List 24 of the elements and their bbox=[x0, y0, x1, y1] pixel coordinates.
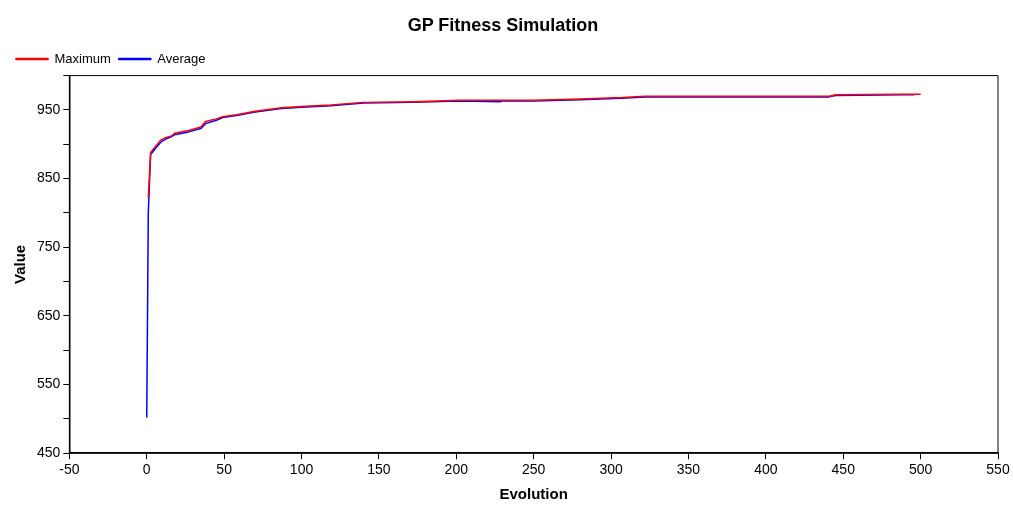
y-tick-label: 750 bbox=[37, 238, 61, 255]
y-tick-label: 450 bbox=[37, 444, 61, 461]
y-tick-label: 850 bbox=[37, 169, 61, 186]
x-axis-title: Evolution bbox=[499, 485, 568, 503]
y-tick-label: 650 bbox=[37, 306, 61, 323]
chart-title: GP Fitness Simulation bbox=[407, 14, 599, 35]
y-tick-label: 950 bbox=[37, 100, 61, 117]
legend-label: Average bbox=[157, 50, 206, 66]
x-tick-label: 450 bbox=[831, 461, 856, 478]
x-tick-label: 550 bbox=[986, 461, 1010, 478]
y-axis-title: Value bbox=[11, 244, 29, 284]
x-tick-label: 0 bbox=[142, 461, 151, 478]
x-tick-label: 200 bbox=[444, 461, 469, 478]
x-tick-label: 50 bbox=[216, 461, 233, 478]
x-tick-label: 100 bbox=[289, 461, 314, 478]
x-tick-label: 400 bbox=[754, 461, 778, 478]
x-tick-label: 500 bbox=[908, 461, 933, 478]
x-tick-label: 300 bbox=[599, 461, 623, 478]
x-tick-label: 250 bbox=[522, 461, 546, 478]
x-tick-label: 350 bbox=[676, 461, 701, 478]
x-tick-label: 150 bbox=[367, 461, 391, 478]
legend-label: Maximum bbox=[54, 50, 111, 66]
x-tick-label: -50 bbox=[59, 461, 80, 478]
y-tick-label: 550 bbox=[37, 375, 61, 392]
